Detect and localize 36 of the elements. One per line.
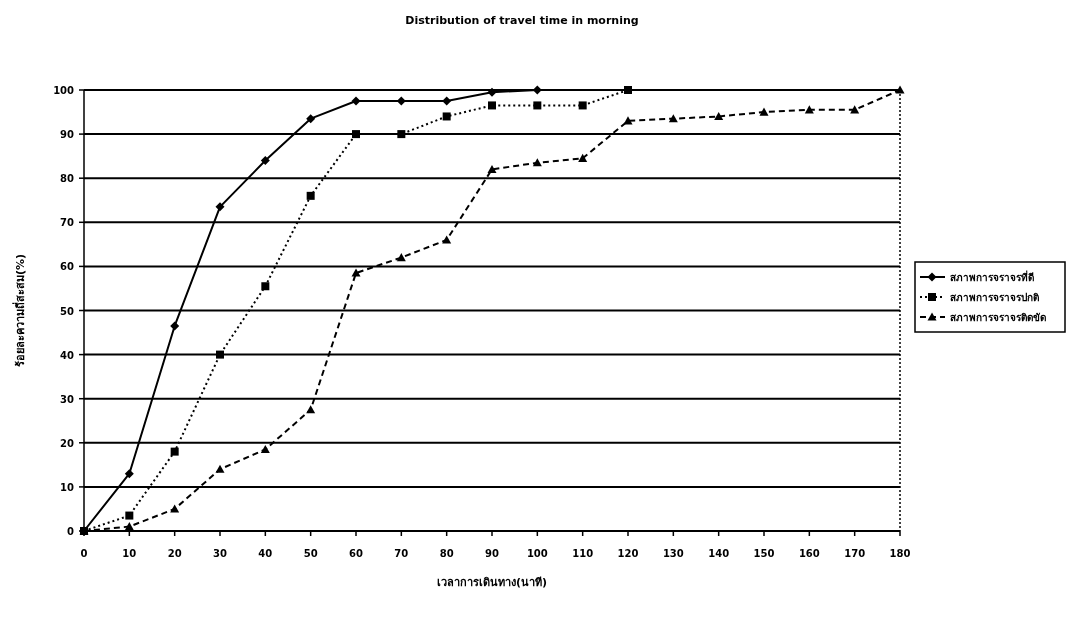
y-tick-label: 80 — [60, 173, 75, 185]
x-tick-label: 140 — [708, 548, 730, 559]
x-tick-label: 100 — [526, 548, 548, 559]
x-tick-label: 20 — [167, 548, 182, 559]
x-tick-label: 40 — [258, 548, 273, 559]
x-tick-label: 160 — [798, 548, 820, 559]
y-tick-label: 90 — [60, 129, 75, 141]
legend-label: สภาพการจราจรติดขัด — [950, 312, 1046, 323]
y-tick-label: 100 — [53, 85, 75, 96]
x-tick-label: 80 — [439, 548, 454, 559]
x-tick-label: 0 — [80, 548, 88, 559]
y-tick-label: 30 — [60, 393, 75, 405]
legend-label: สภาพการจราจรที่ดี — [950, 270, 1034, 283]
x-tick-label: 110 — [572, 548, 594, 559]
x-tick-label: 130 — [662, 548, 684, 559]
y-tick-label: 20 — [60, 437, 75, 449]
y-tick-label: 10 — [60, 481, 75, 493]
x-tick-label: 30 — [213, 548, 227, 559]
x-tick-label: 180 — [889, 548, 911, 559]
y-tick-label: 60 — [60, 261, 75, 273]
y-tick-label: 0 — [67, 526, 75, 537]
y-tick-label: 50 — [60, 305, 75, 317]
x-tick-label: 10 — [122, 548, 137, 559]
x-tick-label: 60 — [349, 548, 363, 559]
y-tick-label: 40 — [60, 349, 75, 361]
x-axis-title: เวลาการเดินทาง(นาที) — [436, 576, 548, 589]
x-tick-label: 50 — [303, 548, 318, 559]
legend-label: สภาพการจราจรปกติ — [950, 292, 1039, 303]
x-tick-label: 90 — [485, 548, 499, 559]
y-axis-title: ร้อยละความถี่สะสม(%) — [12, 253, 27, 368]
x-tick-label: 70 — [394, 548, 409, 559]
x-tick-label: 150 — [753, 548, 775, 559]
y-tick-label: 70 — [60, 217, 75, 229]
x-tick-label: 120 — [617, 548, 639, 559]
chart-title: Distribution of travel time in morning — [405, 14, 639, 27]
x-tick-label: 170 — [844, 548, 866, 559]
